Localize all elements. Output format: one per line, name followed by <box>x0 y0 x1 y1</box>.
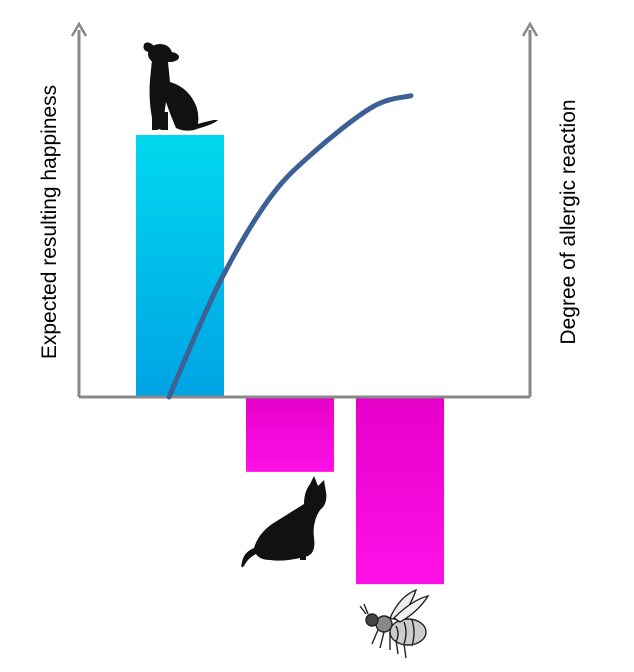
bars <box>136 135 444 585</box>
right-axis-arrow <box>521 21 539 37</box>
bar-cat <box>246 397 334 472</box>
dog-icon <box>143 42 218 131</box>
y-axis-title: Expected resulting happiness <box>38 85 61 359</box>
bar-dog <box>136 135 224 397</box>
cat-icon <box>241 476 327 568</box>
left-axis-arrow <box>70 21 88 37</box>
bar-bee <box>356 397 444 585</box>
bee-icon <box>359 588 430 659</box>
axes <box>70 21 539 397</box>
series-curve <box>166 93 414 400</box>
y2-axis-title: Degree of allergic reaction <box>557 99 580 344</box>
